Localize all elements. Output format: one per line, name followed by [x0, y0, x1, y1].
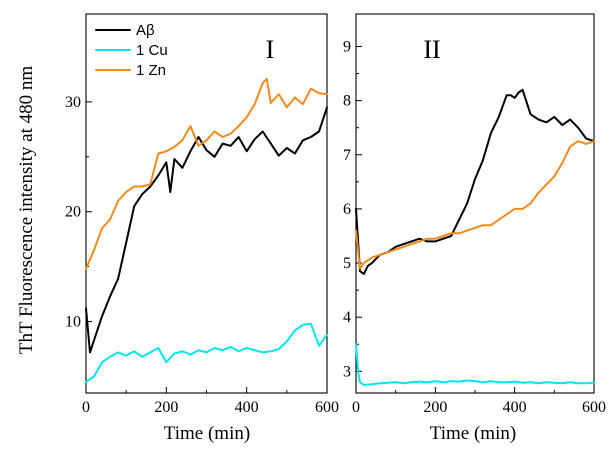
y-tick-label: 9 — [343, 38, 351, 55]
x-tick-label: 0 — [82, 399, 90, 416]
x-tick-label: 600 — [582, 399, 606, 416]
panel-ii: 0 200 400 600 3 4 5 6 7 8 9 II Time (min) — [343, 13, 606, 444]
y-tick-label: 8 — [343, 93, 351, 110]
plot-area-i: 0 200 400 600 10 20 30 — [65, 13, 339, 416]
y-tick-label: 5 — [343, 255, 351, 272]
series-line-cu — [355, 343, 595, 386]
y-tick-label: 4 — [343, 309, 351, 326]
series-line-abeta — [85, 106, 328, 354]
series-line-zn — [85, 77, 328, 270]
series-line-zn — [355, 140, 595, 270]
x-tick-label: 200 — [154, 399, 178, 416]
y-tick-label: 20 — [65, 204, 81, 221]
y-tick-label: 10 — [65, 314, 81, 331]
y-tick-label: 3 — [343, 363, 351, 380]
x-tick-label: 0 — [352, 399, 360, 416]
x-tick-label: 600 — [315, 399, 339, 416]
y-tick-label: 6 — [343, 201, 351, 218]
y-tick-label: 7 — [343, 147, 351, 164]
panel-label-i: I — [266, 35, 275, 64]
panel-i: 0 200 400 600 10 20 30 I Time (min) Aβ 1 Cu 1 … — [65, 13, 339, 444]
legend-label-zn: 1 Zn — [136, 62, 166, 79]
series-line-abeta — [355, 88, 595, 275]
plot-area-ii: 0 200 400 600 3 4 5 6 7 8 9 — [343, 13, 606, 416]
y-tick-label: 30 — [65, 94, 81, 111]
legend: Aβ 1 Cu 1 Zn — [95, 22, 168, 79]
plot-frame — [355, 13, 595, 394]
x-axis-title-ii: Time (min) — [430, 423, 516, 444]
y-axis-title: ThT Fluorescence intensity at 480 nm — [16, 66, 37, 355]
x-tick-label: 400 — [503, 399, 527, 416]
legend-label-cu: 1 Cu — [136, 42, 168, 59]
series-line-cu — [85, 322, 328, 383]
x-axis-title-i: Time (min) — [164, 423, 250, 444]
panel-label-ii: II — [423, 35, 440, 64]
x-tick-label: 400 — [235, 399, 259, 416]
legend-label-abeta: Aβ — [136, 22, 155, 39]
x-tick-label: 200 — [423, 399, 447, 416]
